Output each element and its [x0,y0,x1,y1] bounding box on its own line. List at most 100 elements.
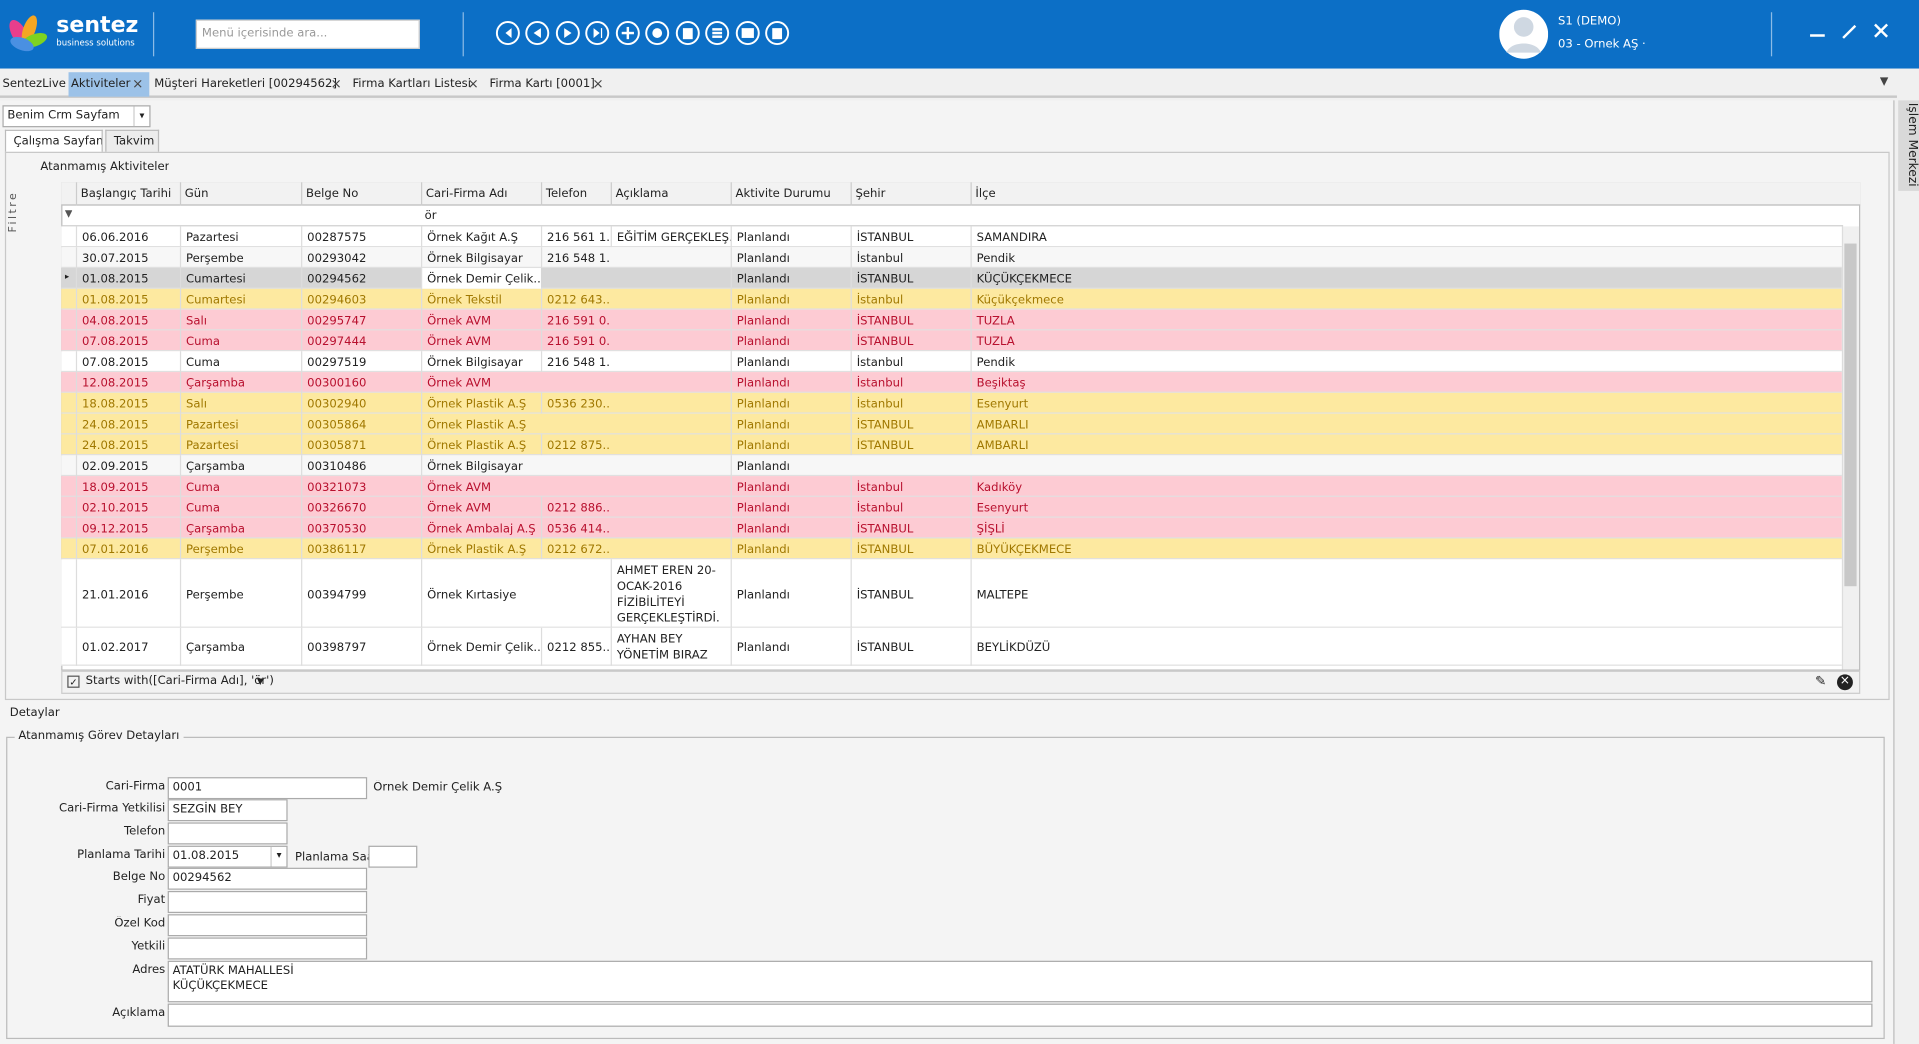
grid-cell: SAMANDIRA [970,226,1092,248]
grid-cell: 0536 414... [540,517,611,539]
grid-cell: 18.09.2015 [75,476,180,497]
grid-cell: Örnek Plastik A.Ş [421,538,541,560]
grid-cell: Cuma [179,330,301,352]
grid-cell: 216 561 1... [540,226,611,248]
grid-cell: Planlandı [730,392,851,414]
grid-footer [61,670,1861,694]
window-controls[interactable] [1805,20,1897,47]
input-field[interactable]: ATATÜRK MAHALLESİ KÜÇÜKÇEKMECE [167,960,1873,1003]
input-field[interactable]: SEZGİN BEY [167,799,288,822]
sub-tab[interactable]: Takvim [105,129,160,153]
column-header[interactable]: Belge No [301,182,421,206]
filter-icon[interactable]: ▼ [64,208,73,220]
grid-header [61,182,1861,206]
grid-row[interactable] [61,330,1842,352]
grid-cell: Örnek Plastik A.Ş [421,392,541,414]
scroll-thumb[interactable] [1844,243,1857,587]
grid-row[interactable] [61,288,1842,310]
dropdown-arrow[interactable]: ▾ [133,106,149,127]
grid-cell: 0212 886... [540,496,611,518]
column-header[interactable]: Gün [179,182,301,206]
tab-menu[interactable]: ▼ [1879,75,1889,89]
input-field[interactable]: 0001 [167,777,368,800]
grid-cell: İSTANBUL [850,330,971,352]
column-header[interactable]: Aktivite Durumu [730,182,851,206]
tab[interactable]: Aktiviteler [68,72,150,97]
grid-cell: İSTANBUL [850,627,971,666]
grid-row[interactable] [61,392,1842,414]
grid-cell: İstanbul [850,247,971,269]
grid-cell: İSTANBUL [850,434,971,456]
column-header[interactable]: Telefon [540,182,611,206]
filter-checkbox[interactable]: ✓ [67,675,80,688]
grid-row[interactable] [61,455,1842,477]
grid-cell: Planlandı [730,226,851,248]
column-header[interactable]: Başlangıç Tarihi [75,182,180,206]
grid-row[interactable] [61,309,1842,331]
filter-panel[interactable]: Filtre [7,190,20,233]
grid-cell: 216 548 1... [540,247,611,269]
column-header[interactable]: Açıklama [610,182,731,206]
tab-close[interactable]: × [467,75,479,92]
side-panel[interactable]: İşlem Merkezi [1898,100,1919,191]
date-dropdown[interactable]: ▾ [270,846,286,867]
grid-row[interactable] [61,434,1842,456]
filter-cell[interactable]: ör [424,209,437,223]
tab[interactable]: Firma Kartları Listesi [352,77,471,91]
grid-cell: 12.08.2015 [75,372,180,393]
grid-cell: İSTANBUL [850,413,971,435]
grid-cell: 01.08.2015 [75,288,180,310]
grid-cell: 0212 672... [540,538,611,560]
input-field[interactable]: 00294562 [167,867,368,890]
grid-row[interactable] [61,226,1842,248]
grid-cell: 21.01.2016 [75,559,180,628]
grid-cell: İstanbul [850,372,971,393]
search-box[interactable]: Menü içerisinde ara... [195,19,420,49]
tab[interactable]: SentezLive [2,77,66,91]
input-field[interactable] [167,914,368,937]
grid-row[interactable] [61,559,1842,628]
grid-row[interactable] [61,413,1842,435]
input-field[interactable] [167,937,368,960]
grid-row[interactable] [61,496,1842,518]
tab-close[interactable]: × [132,75,144,92]
grid-row[interactable] [61,517,1842,539]
grid-cell: Örnek Ambalaj A.Ş [421,517,541,539]
grid-cell: Örnek Kağıt A.Ş [421,226,541,248]
filter-text[interactable]: Starts with([Cari-Firma Adı], 'ör') [85,674,274,688]
grid-cell: 0212 643... [540,288,611,310]
clear-filter[interactable]: × [1836,674,1853,691]
tab-close[interactable]: × [330,75,342,92]
grid-cell: İstanbul [850,392,971,414]
grid-cell: İSTANBUL [850,538,971,560]
input-field[interactable] [368,845,418,868]
tab[interactable]: Müşteri Hareketleri [00294562] [154,77,337,91]
input-field[interactable] [167,822,288,845]
edit-filter[interactable]: ✎ [1814,673,1827,690]
filter-dropdown[interactable]: ▼ [257,676,264,687]
tab[interactable]: Firma Kartı [0001] [489,77,595,91]
column-header[interactable]: İlçe [970,182,1092,206]
column-header[interactable]: Cari-Firma Adı [421,182,541,206]
grid-cell: 00394799 [301,559,421,628]
input-field[interactable] [167,1003,1873,1027]
grid-row[interactable] [61,247,1842,269]
sub-tab[interactable]: Çalışma Sayfam [4,129,103,153]
grid-row[interactable] [61,627,1842,666]
grid-row[interactable] [61,538,1842,560]
grid-cell: AMBARLI [970,413,1092,435]
grid-cell: Örnek Bilgisayar [421,247,541,269]
grid-row[interactable] [61,476,1842,497]
grid-cell: Cuma [179,476,301,497]
input-field[interactable]: 01.08.2015 [167,845,288,868]
grid-row[interactable] [61,351,1842,373]
toolbar-icons [495,21,790,46]
tab-close[interactable]: × [592,75,604,92]
grid-cell: Planlandı [730,372,851,393]
grid-row[interactable] [61,372,1842,393]
grid-cell: Kadıköy [970,476,1092,497]
page-selector[interactable]: Benim Crm Sayfam [2,105,151,128]
grid-cell: 00386117 [301,538,421,560]
input-field[interactable] [167,890,368,913]
column-header[interactable]: Şehir [850,182,971,206]
